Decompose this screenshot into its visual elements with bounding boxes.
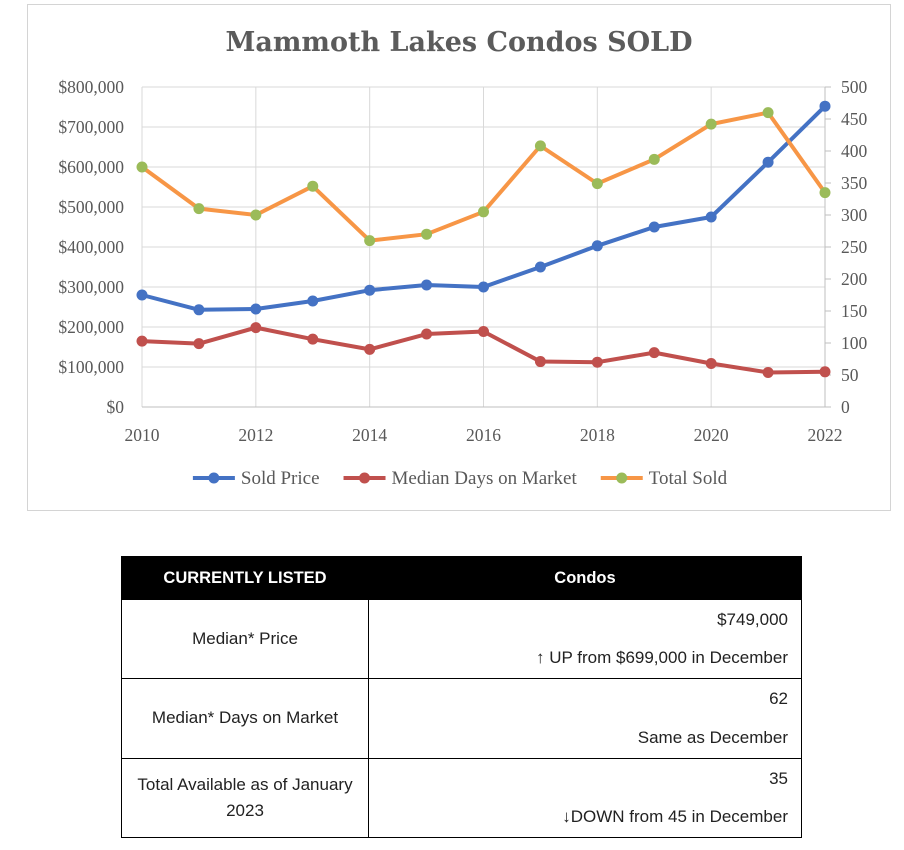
line-chart: Mammoth Lakes Condos SOLD $0 $100,000 $200… [58,27,867,489]
y-right-tick-label: 400 [841,141,868,161]
median-days-change: Same as December [637,727,788,747]
total-available-change: ↓DOWN from 45 in December [562,807,788,826]
gridlines [141,86,826,407]
total-sold-point [193,203,205,215]
y-right-tick-label: 150 [841,301,868,321]
y-left-tick-label: $800,000 [58,77,124,97]
median-days-on-market-point [534,356,546,368]
chart-panel: Mammoth Lakes Condos SOLD $0 $100,000 $200… [27,4,891,511]
median-days-on-market-point [762,366,774,378]
chart-title: Mammoth Lakes Condos SOLD [225,27,692,58]
y-right-tick-label: 350 [841,173,868,193]
table-header-row: CURRENTLY LISTED Condos [121,556,802,600]
y-left-tick-label: $400,000 [58,237,124,257]
legend-swatch-marker [359,472,371,484]
y-left-tick-label: $500,000 [58,197,124,217]
row-label-median-price: Median* Price [121,598,369,680]
sold-price-point [364,284,376,296]
total-sold-point [421,228,433,240]
median-days-on-market-point [364,343,376,355]
median-days-on-market-point [819,366,831,378]
table-row: Median* Price $749,000 ↑ UP from $699,00… [121,598,802,680]
total-sold-point [591,178,603,190]
x-tick-label: 2020 [694,425,729,445]
currently-listed-table: CURRENTLY LISTED Condos Median* Price $7… [121,556,802,839]
median-days-on-market-point [193,338,205,350]
median-days-on-market-point [591,356,603,368]
sold-price-point [534,261,546,273]
median-days-value: 62 [769,689,788,709]
x-tick-label: 2012 [238,425,273,445]
median-days-on-market-point [421,328,433,340]
total-sold-point [307,180,319,192]
row-label-median-days: Median* Days on Market [121,678,369,759]
sold-price-point [819,100,831,112]
legend-label: Total Sold [649,468,728,489]
sold-price-point [648,221,660,233]
y-right-tick-label: 50 [841,365,859,385]
y-right-tick-label: 300 [841,205,868,225]
x-tick-label: 2010 [125,425,160,445]
y-right-tick-label: 250 [841,237,868,257]
sold-price-point [478,281,489,293]
legend-swatch-marker [208,472,220,484]
sold-price-point [136,289,148,301]
total-sold-point [762,107,774,119]
total-sold-point [705,118,717,130]
series-lines [136,100,831,378]
row-label-total-available: Total Available as of January 2023 [121,757,369,839]
median-days-on-market-point [648,347,660,359]
row-value-cell: 35 ↓DOWN from 45 in December [368,757,802,839]
median-days-on-market-point [478,325,489,337]
y-left-tick-label: $700,000 [58,117,124,137]
x-tick-label: 2022 [808,425,843,445]
y-left-tick-label: $200,000 [58,317,124,337]
y-right-tick-label: 100 [841,333,868,353]
sold-price-point [705,211,717,223]
legend-swatch-marker [616,472,628,484]
y-left-tick-label: $100,000 [58,357,124,377]
axes: $0 $100,000 $200,000 $300,000 $400,000 $500,0… [58,77,867,445]
legend: Sold Price Median Days on Market Total Sol… [192,468,728,489]
header-currently-listed: CURRENTLY LISTED [121,556,369,600]
y-right-tick-label: 0 [841,397,850,417]
y-right-tick-label: 500 [841,77,868,97]
median-price-value: $749,000 [717,610,788,629]
x-tick-label: 2016 [466,425,501,445]
sold-price-point [421,279,433,291]
table-row: Median* Days on Market 62 Same as Decemb… [121,678,802,759]
x-tick-label: 2014 [352,425,387,445]
x-tick-label: 2018 [580,425,615,445]
y-left-tick-label: $600,000 [58,157,124,177]
total-sold-point [819,187,831,199]
header-condos: Condos [368,556,802,600]
total-available-value: 35 [769,768,788,788]
row-value-cell: $749,000 ↑ UP from $699,000 in December [368,598,802,680]
median-days-on-market-point [250,322,262,334]
median-price-change: ↑ UP from $699,000 in December [536,648,788,668]
y-left-tick-label: $300,000 [58,277,124,297]
total-sold-point [136,161,148,173]
y-left-tick-label: $0 [107,397,125,417]
total-sold-point [648,153,660,165]
table-row: Total Available as of January 2023 35 ↓D… [121,757,802,839]
legend-label: Median Days on Market [392,468,578,489]
median-days-on-market-point [307,333,319,345]
legend-label: Sold Price [241,468,320,489]
row-value-cell: 62 Same as December [368,678,802,759]
median-days-on-market-point [136,335,148,347]
y-right-tick-label: 450 [841,109,868,129]
sold-price-point [250,303,262,315]
total-sold-point [364,235,376,247]
total-sold-point [478,206,489,218]
sold-price-point [307,295,319,307]
median-days-on-market-point [705,357,717,369]
total-sold-point [250,209,262,221]
sold-price-point [591,240,603,252]
total-sold-point [534,140,546,152]
y-right-tick-label: 200 [841,269,868,289]
sold-price-point [762,156,774,168]
sold-price-point [193,304,205,316]
